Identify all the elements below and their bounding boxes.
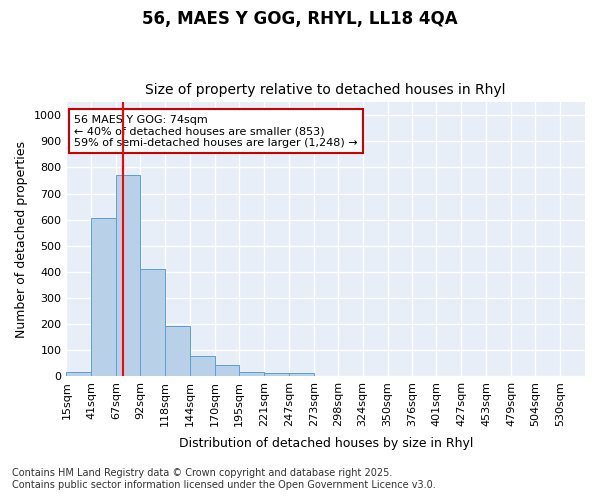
Y-axis label: Number of detached properties: Number of detached properties	[15, 140, 28, 338]
Text: 56, MAES Y GOG, RHYL, LL18 4QA: 56, MAES Y GOG, RHYL, LL18 4QA	[142, 10, 458, 28]
Text: 56 MAES Y GOG: 74sqm
← 40% of detached houses are smaller (853)
59% of semi-deta: 56 MAES Y GOG: 74sqm ← 40% of detached h…	[74, 114, 358, 148]
Bar	[67, 372, 91, 376]
Text: Contains HM Land Registry data © Crown copyright and database right 2025.
Contai: Contains HM Land Registry data © Crown c…	[12, 468, 436, 490]
Bar	[264, 374, 289, 376]
X-axis label: Distribution of detached houses by size in Rhyl: Distribution of detached houses by size …	[179, 437, 473, 450]
Bar	[289, 374, 314, 376]
Bar	[190, 356, 215, 376]
Bar	[91, 218, 116, 376]
Bar	[140, 269, 165, 376]
Title: Size of property relative to detached houses in Rhyl: Size of property relative to detached ho…	[145, 83, 506, 97]
Bar	[165, 326, 190, 376]
Bar	[116, 176, 140, 376]
Bar	[239, 372, 264, 376]
Bar	[215, 366, 239, 376]
